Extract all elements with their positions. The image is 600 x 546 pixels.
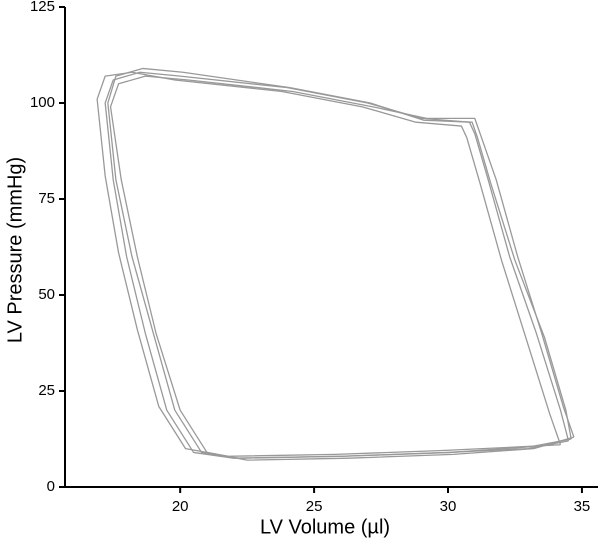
y-tick-label: 50 [38, 286, 55, 303]
pv-loop [109, 75, 575, 461]
x-axis-label: LV Volume (µl) [260, 516, 390, 538]
pv-loop [96, 71, 562, 457]
x-tick-label: 20 [172, 498, 189, 515]
y-tick-label: 25 [38, 382, 55, 399]
y-tick-label: 100 [30, 94, 55, 111]
y-tick-label: 75 [38, 190, 55, 207]
x-tick-label: 30 [440, 498, 457, 515]
pv-loop [104, 71, 570, 459]
pv-loop [107, 67, 572, 459]
y-tick-label: 125 [30, 0, 55, 15]
x-tick-label: 25 [306, 498, 323, 515]
x-tick-label: 35 [574, 498, 591, 515]
y-tick-label: 0 [47, 478, 55, 495]
y-axis-label: LV Pressure (mmHg) [4, 157, 26, 343]
